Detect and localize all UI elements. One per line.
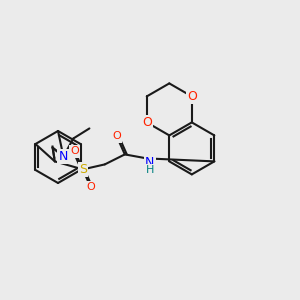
Text: N: N [59,150,68,163]
Text: H: H [146,165,154,176]
Text: O: O [86,182,95,192]
Text: O: O [187,90,197,103]
Text: O: O [70,146,79,156]
Text: O: O [112,131,121,141]
Text: S: S [79,163,87,176]
Text: N: N [145,156,154,169]
Text: O: O [142,116,152,129]
